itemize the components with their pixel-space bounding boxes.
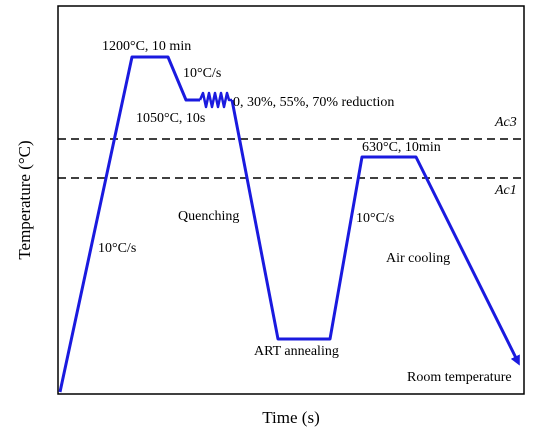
rolling-temp-label: 1050°C, 10s [136,111,205,126]
reduction-label: 0, 30%, 55%, 70% reduction [233,95,394,110]
solution-label: 1200°C, 10 min [102,39,191,54]
plot-frame [57,5,525,395]
y-axis-label: Temperature (°C) [15,140,34,259]
room-temp-label: Room temperature [407,370,512,385]
ac1-label: Ac1 [494,183,517,198]
ac3-label: Ac3 [494,115,517,130]
process-path [58,55,200,393]
annealing-hold-label: 630°C, 10min [362,140,441,155]
deformation-coil [198,91,232,109]
cool-rate-label: 10°C/s [183,66,221,81]
quenching-label: Quenching [178,209,239,224]
air-cooling-label: Air cooling [386,251,450,266]
heat-rate-2-label: 10°C/s [356,211,394,226]
art-annealing-label: ART annealing [254,344,339,359]
x-axis-label: Time (s) [262,408,319,427]
heat-rate-label: 10°C/s [98,241,136,256]
process-path-2 [230,99,520,366]
